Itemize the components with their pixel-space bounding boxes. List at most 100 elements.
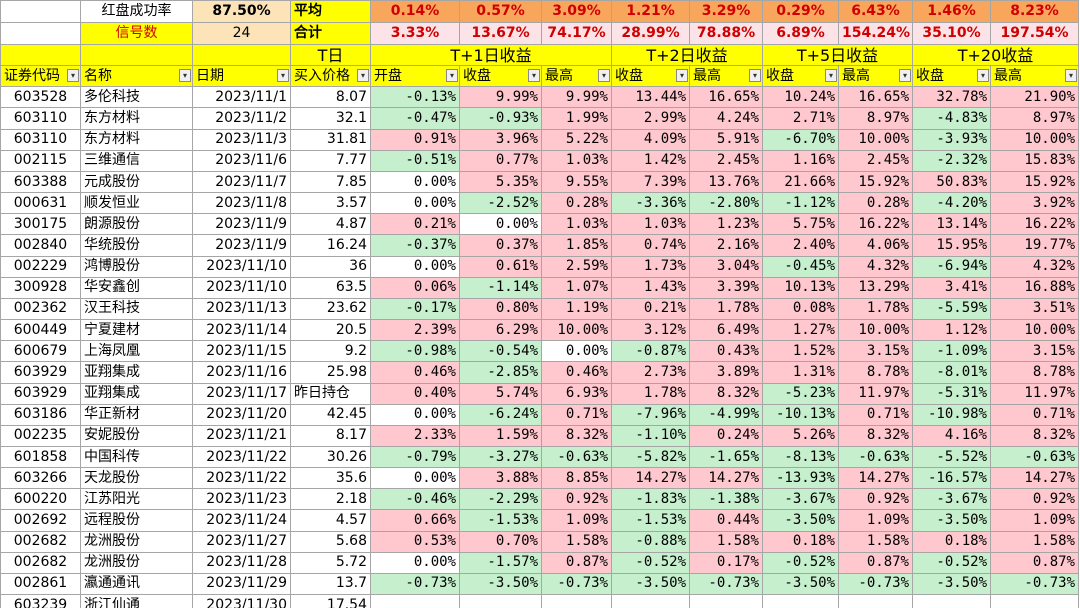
cell-t1-close[interactable]: 0.61% <box>459 255 542 278</box>
cell-code[interactable]: 603239 <box>0 594 81 608</box>
cell-t5-close[interactable]: -8.13% <box>762 445 839 469</box>
column-header-code[interactable]: 证券代码 ▾ <box>0 65 81 88</box>
cell-t1-high[interactable]: 0.46% <box>541 361 612 384</box>
cell-t1-close[interactable]: -3.50% <box>459 572 542 596</box>
cell-t20-high[interactable]: 0.92% <box>990 488 1079 511</box>
success-rate-value[interactable]: 87.50% <box>192 0 291 23</box>
cell-t1-high[interactable]: 0.92% <box>541 488 612 511</box>
cell-t1-high[interactable]: 2.59% <box>541 255 612 278</box>
cell-date[interactable]: 2023/11/22 <box>192 467 291 490</box>
cell-t2-close[interactable]: -3.50% <box>611 572 690 596</box>
cell-t5-close[interactable]: 2.40% <box>762 234 839 257</box>
cell-open[interactable]: 0.00% <box>370 255 460 278</box>
cell-t1-high[interactable] <box>541 594 612 608</box>
cell-t2-high[interactable]: 1.78% <box>689 297 763 321</box>
cell-date[interactable]: 2023/11/20 <box>192 403 291 426</box>
cell-t2-close[interactable]: 7.39% <box>611 170 690 194</box>
avg-t1-close[interactable]: 0.57% <box>459 0 542 23</box>
column-header-t2-close[interactable]: 收盘 ▾ <box>611 65 690 88</box>
cell-t1-high[interactable]: 0.87% <box>541 551 612 574</box>
cell-t1-close[interactable]: -1.53% <box>459 509 542 532</box>
cell-t20-close[interactable]: 15.95% <box>912 234 991 257</box>
cell-t2-high[interactable]: 16.65% <box>689 86 763 109</box>
cell-t20-high[interactable]: 10.00% <box>990 128 1079 151</box>
total-t20-close[interactable]: 35.10% <box>912 22 991 45</box>
cell-name[interactable]: 鸿博股份 <box>80 255 193 278</box>
avg-t1-high[interactable]: 3.09% <box>541 0 612 23</box>
signal-count-label[interactable]: 信号数 <box>80 22 193 45</box>
cell-open[interactable]: 2.39% <box>370 319 460 342</box>
cell-code[interactable]: 603929 <box>0 361 81 384</box>
cell-code[interactable]: 002692 <box>0 509 81 532</box>
cell-price[interactable]: 13.7 <box>290 572 371 596</box>
cell-price[interactable]: 4.87 <box>290 213 371 236</box>
column-header-open[interactable]: 开盘 ▾ <box>370 65 460 88</box>
cell-t2-close[interactable]: 1.42% <box>611 149 690 172</box>
cell-code[interactable]: 300175 <box>0 213 81 236</box>
cell-t1-close[interactable]: -0.54% <box>459 340 542 363</box>
cell-t20-high[interactable]: 10.00% <box>990 319 1079 342</box>
cell-t20-close[interactable]: -3.50% <box>912 509 991 532</box>
cell-t20-high[interactable]: 1.58% <box>990 530 1079 553</box>
cell-t20-close[interactable]: -6.94% <box>912 255 991 278</box>
cell-price[interactable]: 32.1 <box>290 107 371 130</box>
cell-t5-close[interactable]: 0.08% <box>762 297 839 321</box>
cell-code[interactable]: 603110 <box>0 107 81 130</box>
cell-t1-high[interactable]: 1.99% <box>541 107 612 130</box>
cell-price[interactable]: 4.57 <box>290 509 371 532</box>
cell-open[interactable]: 2.33% <box>370 424 460 447</box>
cell-t5-close[interactable]: 5.26% <box>762 424 839 447</box>
cell-code[interactable]: 002861 <box>0 572 81 596</box>
cell-t2-high[interactable]: 6.49% <box>689 319 763 342</box>
cell-t1-high[interactable]: 1.09% <box>541 509 612 532</box>
cell-code[interactable]: 603266 <box>0 467 81 490</box>
cell-t5-high[interactable] <box>838 594 913 608</box>
cell-t20-close[interactable]: 0.18% <box>912 530 991 553</box>
total-t20-high[interactable]: 197.54% <box>990 22 1079 45</box>
cell-t5-high[interactable]: 1.09% <box>838 509 913 532</box>
cell-open[interactable]: 0.00% <box>370 403 460 426</box>
cell-t5-high[interactable]: 16.22% <box>838 213 913 236</box>
cell-name[interactable]: 东方材料 <box>80 128 193 151</box>
cell-name[interactable]: 东方材料 <box>80 107 193 130</box>
cell-code[interactable]: 600679 <box>0 340 81 363</box>
column-header-t1-high[interactable]: 最高 ▾ <box>541 65 612 88</box>
cell-date[interactable]: 2023/11/22 <box>192 445 291 469</box>
cell-t20-high[interactable]: -0.73% <box>990 572 1079 596</box>
group-blank[interactable] <box>80 43 193 67</box>
cell-t1-close[interactable] <box>459 594 542 608</box>
cell-price[interactable]: 8.07 <box>290 86 371 109</box>
cell-t5-close[interactable]: -5.23% <box>762 382 839 405</box>
cell-code[interactable]: 002682 <box>0 551 81 574</box>
total-t1-close[interactable]: 13.67% <box>459 22 542 45</box>
cell-name[interactable]: 华安鑫创 <box>80 276 193 299</box>
column-header-t1-close[interactable]: 收盘 ▾ <box>459 65 542 88</box>
cell-code[interactable]: 000631 <box>0 192 81 215</box>
cell-t5-close[interactable] <box>762 594 839 608</box>
cell-price[interactable]: 5.68 <box>290 530 371 553</box>
cell-open[interactable]: -0.98% <box>370 340 460 363</box>
cell-t5-high[interactable]: 11.97% <box>838 382 913 405</box>
cell-open[interactable]: -0.46% <box>370 488 460 511</box>
signal-count-value[interactable]: 24 <box>192 22 291 45</box>
cell-date[interactable]: 2023/11/9 <box>192 234 291 257</box>
avg-open[interactable]: 0.14% <box>370 0 460 23</box>
cell-t1-close[interactable]: 0.70% <box>459 530 542 553</box>
group-blank[interactable] <box>192 43 291 67</box>
cell-t2-close[interactable]: -1.10% <box>611 424 690 447</box>
cell-date[interactable]: 2023/11/17 <box>192 382 291 405</box>
cell-t2-close[interactable]: 3.12% <box>611 319 690 342</box>
cell-date[interactable]: 2023/11/1 <box>192 86 291 109</box>
cell-t2-close[interactable]: -0.87% <box>611 340 690 363</box>
cell-t2-close[interactable]: 4.09% <box>611 128 690 151</box>
total-t5-high[interactable]: 154.24% <box>838 22 913 45</box>
cell-code[interactable]: 002362 <box>0 297 81 321</box>
cell-t5-close[interactable]: -1.12% <box>762 192 839 215</box>
cell-t5-close[interactable]: 5.75% <box>762 213 839 236</box>
cell-t2-close[interactable]: 1.43% <box>611 276 690 299</box>
cell-t2-high[interactable]: 3.04% <box>689 255 763 278</box>
cell-date[interactable]: 2023/11/13 <box>192 297 291 321</box>
cell-t1-high[interactable]: 9.99% <box>541 86 612 109</box>
total-label[interactable]: 合计 <box>290 22 371 45</box>
cell-t1-high[interactable]: 6.93% <box>541 382 612 405</box>
